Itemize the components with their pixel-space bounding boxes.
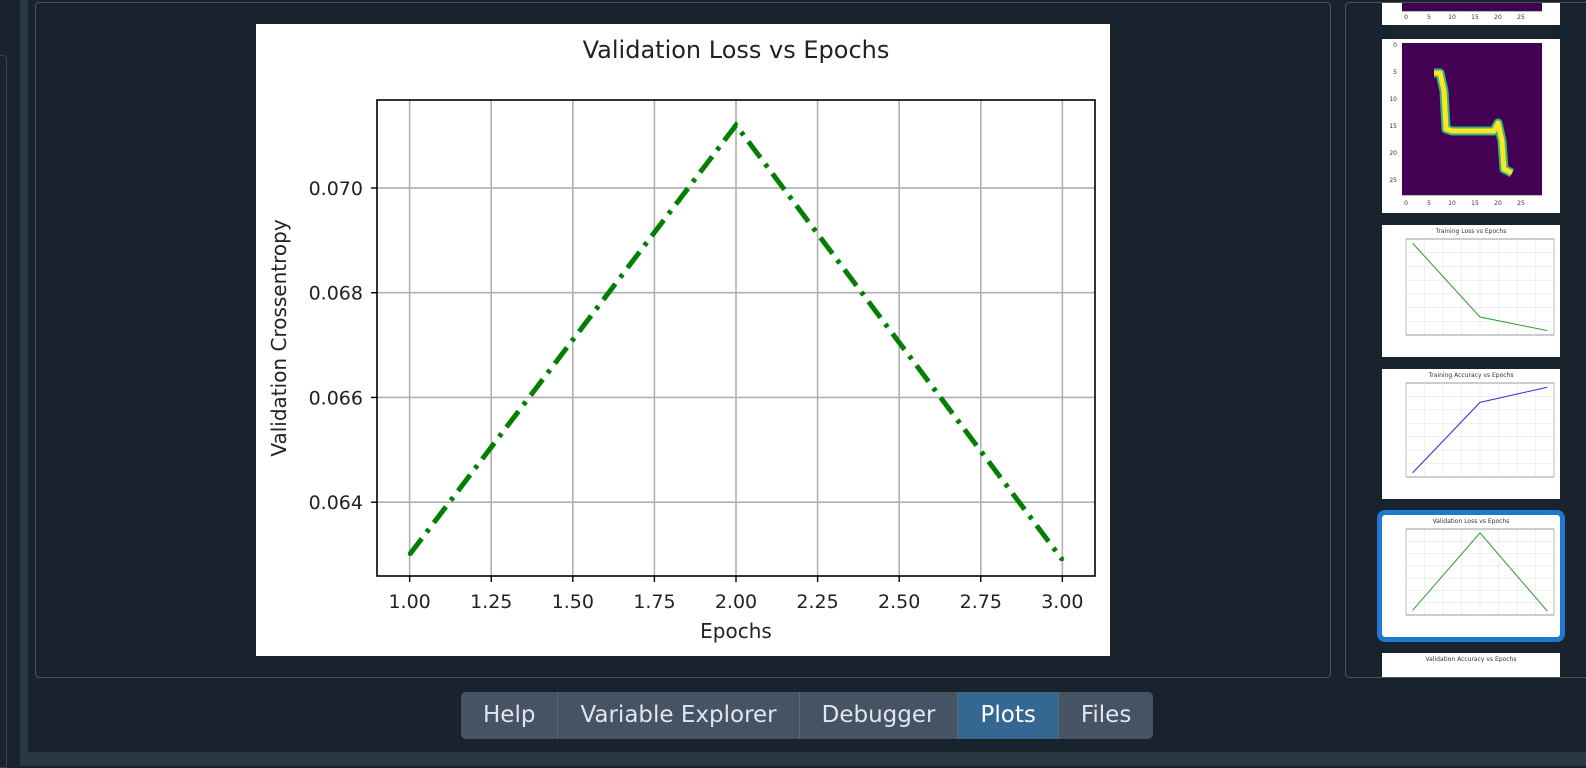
grid-lines — [377, 100, 1095, 576]
thumb-series-line — [1412, 243, 1548, 332]
y-tick-label: 0.064 — [309, 492, 363, 514]
thumb-background — [1382, 225, 1560, 357]
tab-plots[interactable]: Plots — [957, 692, 1058, 739]
thumbnail-digit-image-2[interactable]: 0 5 10 15 20 25 0 5 10 15 20 25 — [1382, 39, 1560, 213]
tab-variable-explorer[interactable]: Variable Explorer — [557, 692, 799, 739]
x-tick-label: 2.25 — [796, 591, 838, 613]
thumbnail-digit-image-1[interactable]: 0 5 10 15 20 25 — [1382, 3, 1560, 25]
thumbnail-training-loss[interactable]: Training Loss vs Epochs — [1382, 225, 1560, 357]
thumb-title: Validation Loss vs Epochs — [1433, 518, 1510, 525]
thumb-tick-label: 5 — [1393, 69, 1397, 76]
thumb-tick-label: 15 — [1471, 200, 1479, 207]
thumb-tick-label: 10 — [1389, 96, 1397, 103]
thumb-tick-label: 25 — [1389, 177, 1397, 184]
data-point — [1060, 558, 1064, 562]
validation-loss-chart: Validation Loss vs Epochs 1.00 1.25 1.50 1.7… — [267, 36, 1096, 643]
x-tick-label: 2.50 — [878, 591, 920, 613]
thumb-title: Validation Accuracy vs Epochs — [1426, 656, 1517, 663]
y-axis-label: Validation Crossentropy — [267, 219, 291, 456]
thumb-tick-label: 20 — [1494, 200, 1502, 207]
y-tick-label: 0.066 — [309, 387, 363, 409]
x-tick-label: 1.50 — [552, 591, 594, 613]
plot-figure: Validation Loss vs Epochs 1.00 1.25 1.50 1.7… — [256, 24, 1110, 656]
tab-help[interactable]: Help — [461, 692, 558, 739]
thumb-tick-label: 5 — [1427, 200, 1431, 207]
tab-files[interactable]: Files — [1057, 692, 1154, 739]
x-tick-label: 1.75 — [633, 591, 675, 613]
thumbnail-panel[interactable]: 0 5 10 15 20 25 0 5 10 15 20 25 0 5 10 15 20 25 Training… — [1345, 2, 1586, 678]
thumb-title: Training Loss vs Epochs — [1435, 228, 1507, 235]
thumb-tick-label: 5 — [1427, 14, 1431, 21]
y-tick-label: 0.068 — [309, 283, 363, 305]
splitter-handle[interactable] — [20, 0, 28, 766]
thumb-background — [1382, 653, 1560, 677]
tab-debugger[interactable]: Debugger — [798, 692, 958, 739]
thumb-title: Training Accuracy vs Epochs — [1428, 372, 1514, 379]
x-tick-label: 2.00 — [715, 591, 757, 613]
thumb-tick-label: 15 — [1471, 14, 1479, 21]
thumb-tick-label: 15 — [1389, 123, 1397, 130]
thumb-series-line — [1412, 532, 1548, 612]
x-tick-label: 1.00 — [388, 591, 430, 613]
data-point — [734, 123, 738, 127]
thumb-tick-label: 20 — [1389, 150, 1397, 157]
data-point — [408, 553, 412, 557]
thumb-tick-label: 0 — [1393, 42, 1397, 49]
thumb-tick-label: 20 — [1494, 14, 1502, 21]
thumb-tick-label: 10 — [1448, 14, 1456, 21]
x-axis-label: Epochs — [700, 619, 772, 643]
thumb-tick-label: 0 — [1404, 14, 1408, 21]
y-tick-label: 0.070 — [309, 178, 363, 200]
thumb-tick-label: 25 — [1517, 14, 1525, 21]
x-tick-label: 2.75 — [960, 591, 1002, 613]
status-strip — [28, 752, 1586, 766]
plot-viewer: Validation Loss vs Epochs 1.00 1.25 1.50 1.7… — [35, 2, 1331, 678]
x-tick-label: 3.00 — [1041, 591, 1083, 613]
thumbnail-training-accuracy[interactable]: Training Accuracy vs Epochs — [1382, 369, 1560, 499]
thumbnail-validation-loss[interactable]: Validation Loss vs Epochs — [1377, 510, 1565, 642]
thumb-tick-label: 0 — [1404, 200, 1408, 207]
thumb-series-line — [1412, 386, 1548, 474]
pane-tab-bar: Help Variable Explorer Debugger Plots Fi… — [461, 692, 1154, 739]
digit-strokes — [1434, 68, 1515, 178]
chart-title: Validation Loss vs Epochs — [583, 36, 890, 64]
thumb-background — [1382, 515, 1560, 637]
thumb-background — [1382, 369, 1560, 499]
left-panel-border — [0, 55, 7, 768]
left-edge-panel — [0, 0, 28, 768]
thumbnail-validation-accuracy[interactable]: Validation Accuracy vs Epochs — [1382, 653, 1560, 677]
thumb-tick-label: 10 — [1448, 200, 1456, 207]
x-tick-label: 1.25 — [470, 591, 512, 613]
thumb-tick-label: 25 — [1517, 200, 1525, 207]
